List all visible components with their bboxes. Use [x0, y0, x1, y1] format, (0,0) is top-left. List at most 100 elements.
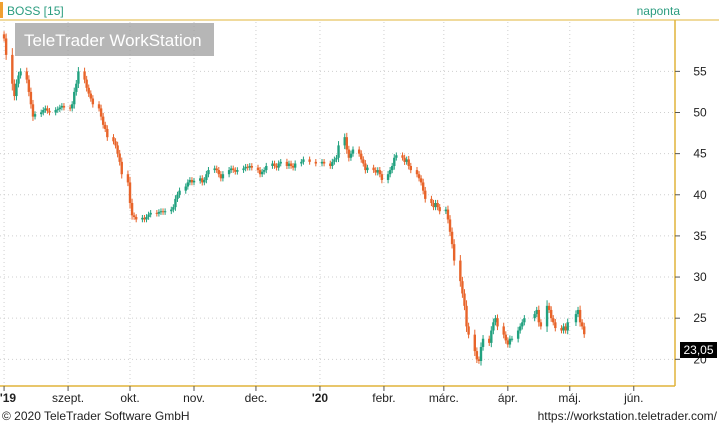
candle-body [293, 163, 297, 168]
candle-body [314, 161, 318, 164]
x-tick-label: febr. [372, 391, 395, 405]
candle-body [271, 163, 274, 166]
x-tick-label: márc. [429, 391, 459, 405]
candle-body [263, 170, 266, 172]
candle-body [552, 318, 555, 323]
candle-body [184, 186, 187, 191]
candle-body [77, 71, 80, 84]
candle-body [545, 305, 549, 327]
x-tick-label: máj. [558, 391, 581, 405]
candle-body [27, 79, 31, 92]
candle-body [279, 161, 282, 164]
candle-body [533, 314, 536, 319]
candle-body [106, 128, 109, 138]
candle-body [42, 110, 45, 113]
candle-body [564, 326, 567, 331]
candle-body [566, 322, 569, 331]
candle-body [2, 34, 6, 39]
candles [2, 31, 586, 366]
candle-body [337, 145, 340, 158]
candle-body [227, 170, 231, 175]
candle-body [60, 105, 64, 108]
candle-body [265, 165, 268, 171]
grid [0, 22, 675, 386]
candle-body [506, 340, 510, 345]
candle-body [132, 215, 136, 217]
candle-body [473, 334, 476, 352]
candle-body [481, 338, 485, 347]
candle-body [19, 71, 22, 76]
candle-body [170, 209, 173, 212]
candle-body [112, 137, 115, 142]
candle-body [221, 174, 225, 179]
candle-body [308, 159, 311, 162]
candle-body [576, 309, 580, 315]
candle-body [539, 322, 543, 327]
candle-body [521, 322, 524, 327]
candle-body [248, 165, 251, 168]
x-tick-label: szept. [52, 391, 84, 405]
candle-body [419, 178, 423, 183]
candle-body [250, 165, 254, 168]
symbol-marker [0, 2, 3, 18]
candle-body [395, 155, 398, 158]
candle-body [403, 157, 406, 162]
candle-body [260, 171, 264, 175]
candle-body [29, 91, 33, 105]
candle-body [560, 328, 563, 331]
candle-body [46, 108, 49, 111]
candle-body [186, 182, 190, 187]
candle-body [519, 326, 522, 331]
candle-body [376, 170, 379, 173]
candle-body [401, 155, 404, 158]
candle-body [364, 163, 367, 171]
candle-body [463, 293, 466, 306]
candle-body [415, 170, 419, 175]
x-tick-label: jún. [623, 391, 643, 405]
interval-label: naponta [637, 4, 681, 18]
candle-body [135, 216, 138, 220]
candle-body [236, 170, 239, 172]
candle-body [362, 159, 365, 164]
candle-body [405, 159, 408, 162]
candle-body [417, 174, 421, 179]
candle-body [349, 153, 353, 158]
candle-body [508, 338, 512, 345]
candle-body [320, 161, 324, 164]
y-tick-label: 55 [693, 64, 707, 78]
candle-body [75, 83, 78, 92]
candle-body [15, 83, 18, 97]
candle-body [409, 165, 412, 171]
candle-body [205, 174, 208, 180]
candle-body [357, 149, 361, 154]
candle-body [219, 174, 223, 179]
candle-body [434, 203, 437, 208]
candle-body [147, 214, 150, 217]
last-price-value: 23,05 [683, 343, 713, 357]
candle-body [372, 167, 375, 171]
candle-body [190, 179, 194, 183]
candle-body [277, 163, 280, 168]
candle-body [446, 209, 450, 220]
candle-body [31, 104, 35, 117]
candle-body [258, 170, 262, 175]
candle-body [62, 105, 66, 108]
candle-body [386, 174, 390, 180]
candle-body [547, 305, 551, 310]
candle-body [126, 174, 130, 183]
candle-body [97, 104, 101, 109]
candle-body [161, 211, 165, 213]
x-axis-ticks: '19 szept. okt. nov. dec. '20 febr. márc. ápr. má… [0, 386, 643, 405]
candle-body [331, 161, 334, 166]
candle-body [25, 71, 28, 80]
candle-body [99, 108, 103, 117]
candle-body [438, 207, 441, 212]
candle-body [366, 167, 369, 171]
candle-body [444, 209, 448, 212]
candle-body [490, 330, 493, 343]
candle-body [488, 338, 491, 343]
candle-body [178, 190, 181, 195]
candle-body [104, 124, 107, 129]
